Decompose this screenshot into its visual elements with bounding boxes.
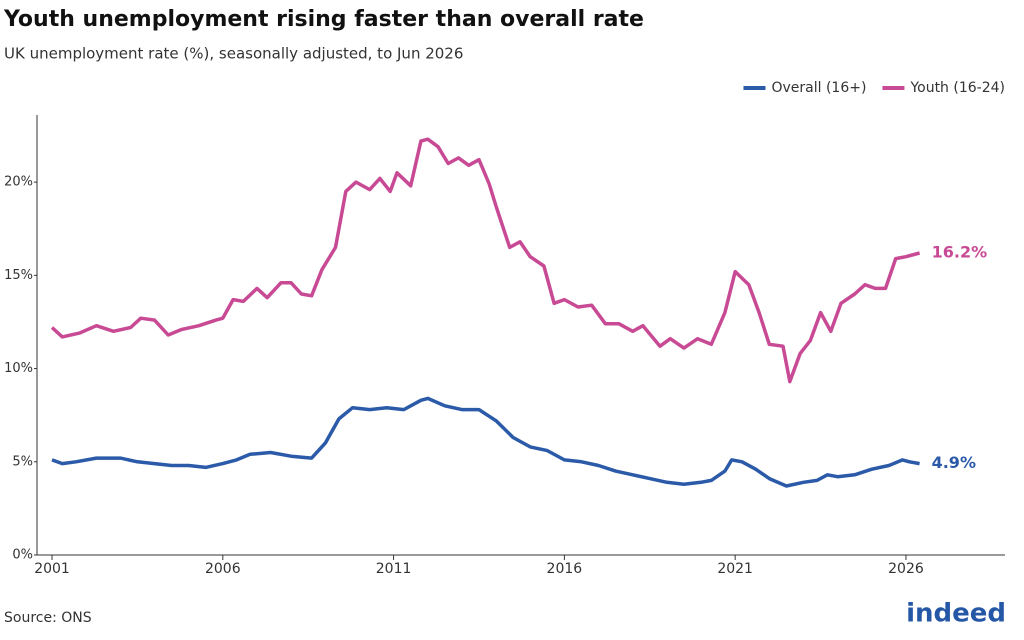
y-tick-label: 0%	[12, 548, 33, 563]
x-tick-label: 2021	[717, 561, 753, 577]
y-tick-label: 15%	[4, 268, 33, 283]
chart-subtitle: UK unemployment rate (%), seasonally adj…	[4, 45, 463, 63]
legend-label: Overall (16+)	[771, 80, 866, 96]
end-label: 4.9%	[932, 453, 976, 472]
y-tick-label: 20%	[4, 175, 33, 190]
end-label: 16.2%	[932, 242, 988, 261]
series-line	[51, 396, 920, 488]
y-tick-label: 5%	[12, 454, 33, 469]
x-tick-label: 2006	[205, 561, 241, 577]
y-tick-label: 10%	[4, 361, 33, 376]
x-tick-label: 2016	[547, 561, 583, 577]
x-tick-label: 2011	[376, 561, 412, 577]
x-tick-label: 2026	[888, 561, 924, 577]
chart-title: Youth unemployment rising faster than ov…	[3, 7, 644, 32]
source: Source: ONS	[4, 610, 92, 626]
logo: indeed	[906, 599, 1006, 629]
x-tick-label: 2001	[34, 561, 70, 577]
legend-label: Youth (16-24)	[909, 80, 1005, 96]
series-line	[50, 137, 921, 384]
